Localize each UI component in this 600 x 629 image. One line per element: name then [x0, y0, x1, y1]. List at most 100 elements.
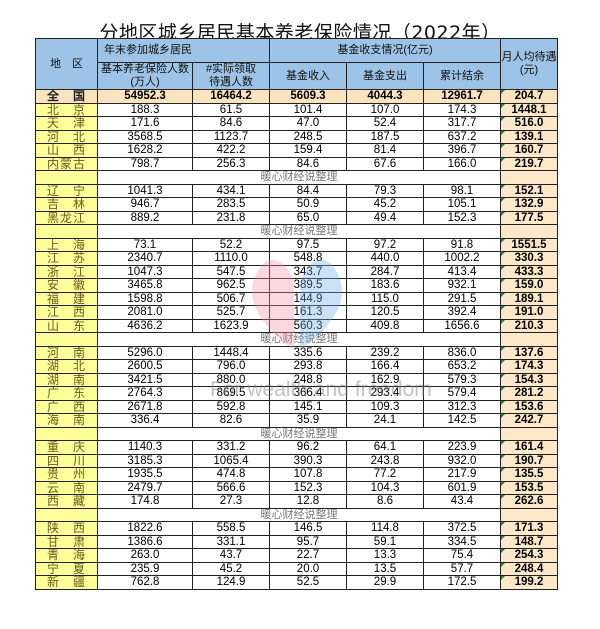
header-expense: 基金支出 [346, 62, 424, 90]
cell-insured: 3421.5 [97, 372, 193, 387]
cell-recipients: 52.2 [192, 237, 270, 252]
table-row: 湖 南 3421.5 880.0 248.8 162.9 579.3 154.3 [35, 372, 558, 387]
cell-recipients: 331.2 [192, 440, 270, 455]
header-insured-label: 基本养老保险人数 [101, 63, 189, 75]
cell-income: 145.1 [269, 399, 347, 414]
cell-expense: 166.4 [346, 359, 424, 374]
cell-balance: 601.9 [423, 480, 501, 495]
cell-income: 248.8 [269, 372, 347, 387]
cell-income: 146.5 [269, 521, 347, 536]
cell-region: 新 疆 [35, 575, 98, 590]
cell-avg: 153.5 [500, 480, 558, 495]
cell-recipients: 1110.0 [192, 251, 270, 266]
table-row: 广 西 2671.8 592.8 145.1 109.3 312.3 153.6 [35, 399, 558, 414]
cell-balance: 396.7 [423, 143, 501, 158]
table-row: 青 海 263.0 43.7 22.7 13.3 75.4 254.3 [35, 548, 558, 563]
table-row: 江 苏 2340.7 1110.0 548.8 440.0 1002.2 330.3 [35, 251, 558, 266]
cell-balance: 91.8 [423, 237, 501, 252]
cell-recipients: 474.8 [192, 467, 270, 482]
cell-avg: 330.3 [500, 251, 558, 266]
cell-avg-empty [500, 332, 558, 347]
cell-avg: 137.6 [500, 345, 558, 360]
separator-text: 暖心财经说整理 [97, 170, 501, 185]
cell-income: 35.9 [269, 413, 347, 428]
cell-income: 97.5 [269, 237, 347, 252]
cell-balance: 1002.2 [423, 251, 501, 266]
cell-income: 548.8 [269, 251, 347, 266]
cell-recipients: 869.5 [192, 386, 270, 401]
cell-region: 安 徽 [35, 278, 98, 293]
cell-avg-empty [500, 170, 558, 185]
cell-avg: 1448.1 [500, 102, 558, 117]
cell-avg: 160.7 [500, 143, 558, 158]
cell-insured: 5296.0 [97, 345, 193, 360]
cell-avg: 177.5 [500, 210, 558, 225]
cell-region: 广 东 [35, 386, 98, 401]
cell-region: 北 京 [35, 102, 98, 117]
cell-income: 152.3 [269, 480, 347, 495]
cell-income: 50.9 [269, 197, 347, 212]
cell-income: 47.0 [269, 116, 347, 131]
cell-region-empty [35, 332, 98, 347]
cell-insured: 762.8 [97, 575, 193, 590]
cell-balance: 317.7 [423, 116, 501, 131]
cell-balance: 217.9 [423, 467, 501, 482]
cell-expense: 4044.3 [346, 89, 424, 104]
cell-income: 107.8 [269, 467, 347, 482]
cell-expense: 77.2 [346, 467, 424, 482]
cell-balance: 932.0 [423, 453, 501, 468]
cell-balance: 579.3 [423, 372, 501, 387]
cell-expense: 49.4 [346, 210, 424, 225]
cell-balance: 372.5 [423, 521, 501, 536]
table-row: 山 东 4636.2 1623.9 560.3 409.8 1656.6 210.3 [35, 318, 558, 333]
cell-balance: 57.7 [423, 561, 501, 576]
cell-region: 福 建 [35, 291, 98, 306]
cell-recipients: 283.5 [192, 197, 270, 212]
cell-avg: 154.3 [500, 372, 558, 387]
total-row: 全 国 54952.3 16464.2 5609.3 4044.3 12961.7 204.… [35, 89, 558, 104]
cell-insured: 3568.5 [97, 129, 193, 144]
cell-income: 248.5 [269, 129, 347, 144]
cell-expense: 293.4 [346, 386, 424, 401]
cell-avg: 135.5 [500, 467, 558, 482]
header-insured: 基本养老保险人数 (万人) [97, 62, 193, 90]
cell-region: 全 国 [35, 89, 98, 104]
table-row: 上 海 73.1 52.2 97.5 97.2 91.8 1551.5 [35, 237, 558, 252]
cell-expense: 13.3 [346, 548, 424, 563]
cell-region: 贵 州 [35, 467, 98, 482]
cell-avg: 210.3 [500, 318, 558, 333]
cell-income: 389.5 [269, 278, 347, 293]
table-row: 福 建 1598.8 506.7 144.9 115.0 291.5 189.1 [35, 291, 558, 306]
cell-insured: 2340.7 [97, 251, 193, 266]
cell-insured: 889.2 [97, 210, 193, 225]
cell-income: 95.7 [269, 534, 347, 549]
cell-insured: 188.3 [97, 102, 193, 117]
cell-expense: 8.6 [346, 494, 424, 509]
table-row: 新 疆 762.8 124.9 52.5 29.9 172.5 199.2 [35, 575, 558, 590]
cell-avg: 433.3 [500, 264, 558, 279]
cell-avg-empty [500, 224, 558, 239]
table-row: 黑龙江 889.2 231.8 65.0 49.4 152.3 177.5 [35, 210, 558, 225]
table-row: 吉 林 946.7 283.5 50.9 45.2 105.1 132.9 [35, 197, 558, 212]
cell-recipients: 566.6 [192, 480, 270, 495]
cell-recipients: 82.6 [192, 413, 270, 428]
cell-avg: 161.4 [500, 440, 558, 455]
cell-recipients: 1623.9 [192, 318, 270, 333]
cell-avg: 153.6 [500, 399, 558, 414]
cell-income: 84.6 [269, 156, 347, 171]
cell-balance: 105.1 [423, 197, 501, 212]
cell-region: 宁 夏 [35, 561, 98, 576]
cell-avg: 262.6 [500, 494, 558, 509]
table-row: 贵 州 1935.5 474.8 107.8 77.2 217.9 135.5 [35, 467, 558, 482]
cell-avg: 219.7 [500, 156, 558, 171]
cell-region: 浙 江 [35, 264, 98, 279]
cell-recipients: 256.3 [192, 156, 270, 171]
cell-expense: 114.8 [346, 521, 424, 536]
cell-insured: 73.1 [97, 237, 193, 252]
cell-expense: 64.1 [346, 440, 424, 455]
cell-insured: 946.7 [97, 197, 193, 212]
cell-avg: 189.1 [500, 291, 558, 306]
cell-avg: 516.0 [500, 116, 558, 131]
cell-expense: 239.2 [346, 345, 424, 360]
cell-insured: 1598.8 [97, 291, 193, 306]
